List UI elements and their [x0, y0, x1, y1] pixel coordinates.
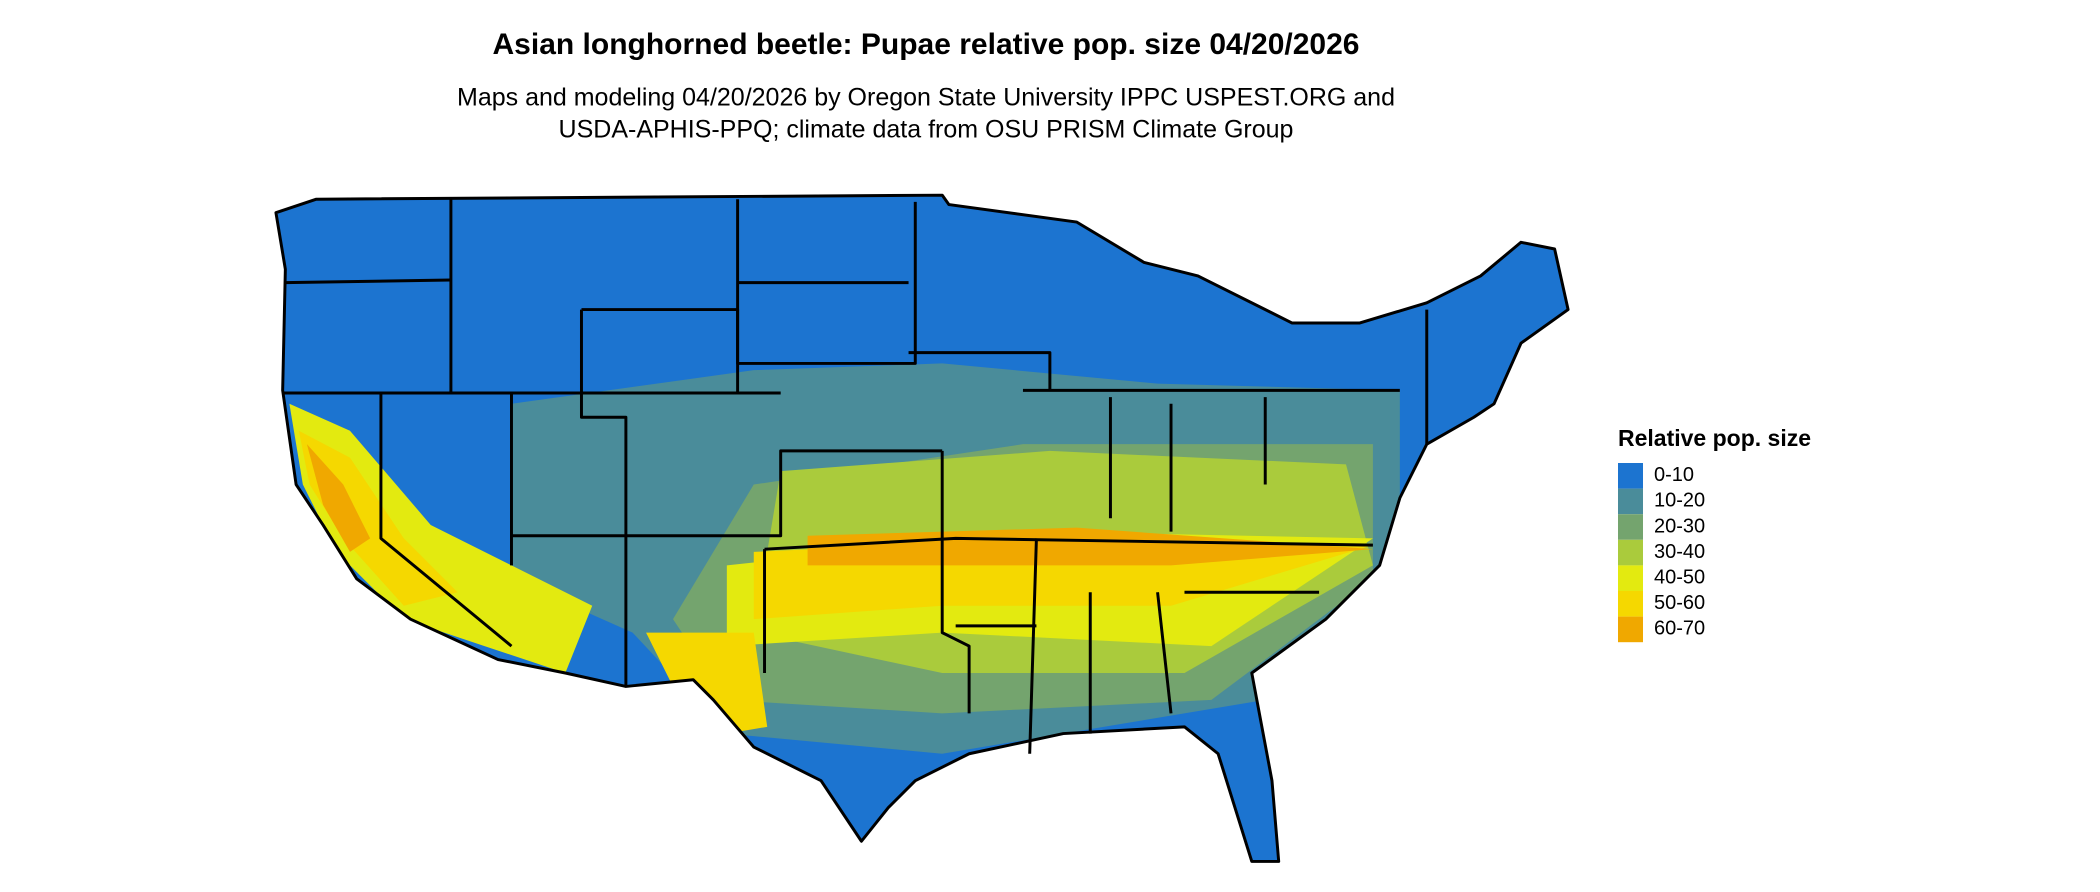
- region: [289, 403, 593, 673]
- legend-swatch: [1618, 539, 1643, 566]
- legend-swatch: [1618, 591, 1643, 617]
- map-subtitle: Maps and modeling 04/20/2026 by Oregon S…: [457, 84, 1395, 112]
- legend-title: Relative pop. size: [1618, 425, 1811, 451]
- legend-swatch: [1618, 514, 1643, 540]
- region: [646, 632, 768, 734]
- legend-label: 30-40: [1654, 541, 1705, 563]
- legend: 0-10 10-20 20-30 30-40 40-50 50-60 60-70: [1618, 463, 1705, 643]
- legend-label: 20-30: [1654, 515, 1705, 537]
- map-subtitle: USDA-APHIS-PPQ; climate data from OSU PR…: [559, 116, 1294, 144]
- map: [274, 193, 1570, 863]
- map-title: Asian longhorned beetle: Pupae relative …: [493, 28, 1360, 61]
- legend-swatch: [1618, 616, 1643, 643]
- legend-label: 50-60: [1654, 592, 1705, 614]
- legend-swatch: [1618, 565, 1643, 591]
- legend-label: 10-20: [1654, 490, 1705, 512]
- region: [807, 527, 1373, 566]
- legend-label: 60-70: [1654, 618, 1705, 640]
- legend-swatch: [1618, 463, 1643, 489]
- state-borders: [282, 199, 1429, 754]
- region: [298, 430, 458, 606]
- us-border: [274, 193, 1570, 863]
- region: [306, 444, 371, 552]
- map-fill: [275, 195, 1569, 862]
- legend-swatch: [1618, 488, 1643, 515]
- legend-label: 40-50: [1654, 566, 1705, 588]
- legend-label: 0-10: [1654, 464, 1694, 486]
